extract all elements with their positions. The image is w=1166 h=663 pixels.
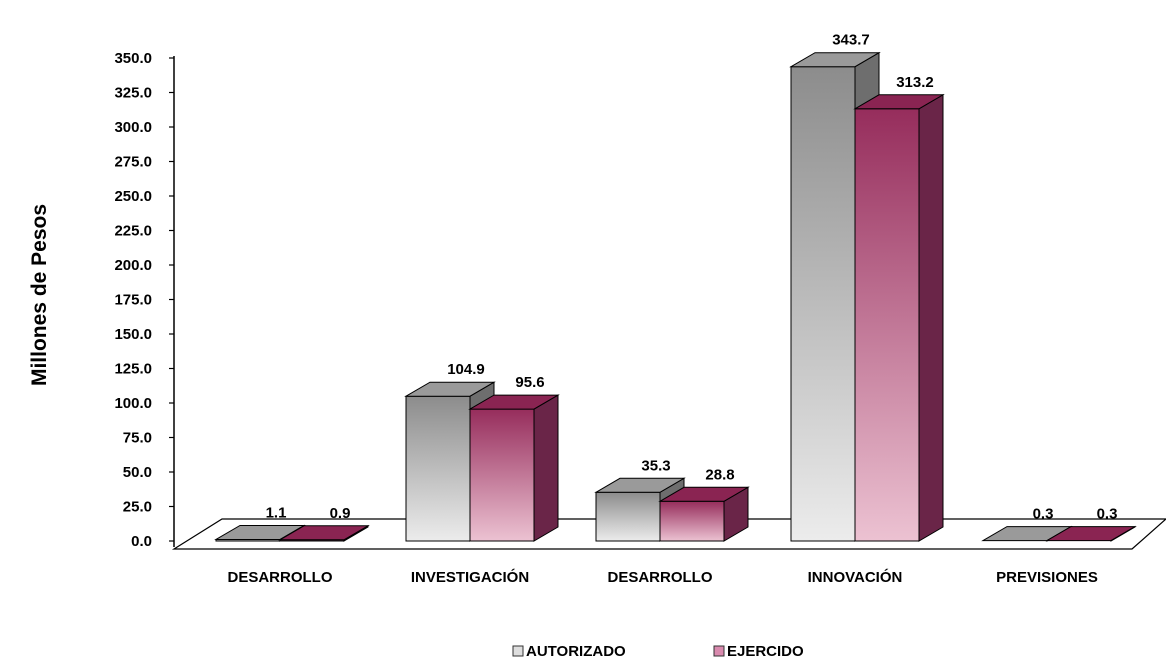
y-tick-label: 175.0 [114, 292, 152, 309]
bar-top [789, 52, 881, 68]
bar-autorizado-3: 35.3 [594, 457, 686, 542]
y-axis-label: Millones de Pesos [28, 204, 51, 386]
y-tick-label: 50.0 [123, 464, 152, 481]
category-labels: DESARROLLO INVESTIGACIÓN DESARROLLO INNOVAC… [228, 568, 1098, 586]
legend-label-autorizado: AUTORIZADO [526, 643, 626, 660]
data-label: 0.9 [330, 505, 351, 522]
legend-swatch-autorizado [512, 645, 524, 657]
y-tick-label: 75.0 [123, 430, 152, 447]
category-label: DESARROLLO [228, 569, 333, 586]
data-label: 0.3 [1033, 506, 1054, 523]
bar-front [595, 491, 661, 542]
y-tick-label: 325.0 [114, 85, 152, 102]
data-label: 35.3 [641, 457, 670, 474]
data-label: 28.8 [705, 466, 734, 483]
y-axis: 0.0 25.0 50.0 75.0 100.0 125.0 150.0 175.0 200.0… [114, 50, 175, 550]
y-tick-label: 0.0 [131, 533, 152, 550]
y-tick-label: 225.0 [114, 223, 152, 240]
bar-top [404, 381, 496, 397]
y-tick-label: 275.0 [114, 154, 152, 171]
y-tick-label: 200.0 [114, 257, 152, 274]
bar-ejercido-3: 28.8 [658, 466, 750, 542]
y-tick-label: 250.0 [114, 188, 152, 205]
y-tick-label: 300.0 [114, 119, 152, 136]
bar-top [468, 394, 560, 410]
bar-ejercido-2: 95.6 [468, 374, 560, 542]
legend-label-ejercido: EJERCIDO [727, 643, 804, 660]
data-label: 95.6 [515, 374, 544, 391]
y-tick-label: 350.0 [114, 50, 152, 67]
bar-top [278, 525, 370, 541]
legend: AUTORIZADO EJERCIDO [512, 643, 804, 660]
bar-front [790, 66, 856, 542]
bar-top [853, 94, 945, 110]
bar-top [658, 486, 750, 502]
data-label: 343.7 [832, 32, 870, 49]
bar-top [594, 477, 686, 493]
bar-side [533, 394, 559, 542]
category-label: INVESTIGACIÓN [411, 568, 529, 586]
bars: 1.1 0.9 104.9 95.6 35.3 28.8 343.7 313.2 0.3 0.3 [214, 32, 1137, 542]
data-label: 0.3 [1097, 506, 1118, 523]
y-tick-label: 150.0 [114, 326, 152, 343]
bar-ejercido-5: 0.3 [1045, 506, 1137, 542]
category-label: DESARROLLO [608, 569, 713, 586]
y-tick-label: 25.0 [123, 499, 152, 516]
bar-front [405, 395, 471, 542]
bar-ejercido-4: 313.2 [853, 74, 945, 542]
y-tick-label: 100.0 [114, 395, 152, 412]
legend-swatch-ejercido [713, 645, 725, 657]
bar-ejercido-1: 0.9 [278, 505, 370, 542]
bar-front [659, 500, 725, 542]
y-tick-label: 125.0 [114, 361, 152, 378]
data-label: 313.2 [896, 74, 934, 91]
bar-front [469, 408, 535, 542]
category-label: PREVISIONES [996, 569, 1098, 586]
bar-autorizado-1: 1.1 [214, 504, 306, 542]
data-label: 104.9 [447, 361, 485, 378]
bar-front [854, 108, 920, 542]
bar-top [1045, 526, 1137, 542]
bar-side [918, 93, 944, 542]
data-label: 1.1 [266, 504, 287, 521]
category-label: INNOVACIÓN [808, 568, 903, 586]
